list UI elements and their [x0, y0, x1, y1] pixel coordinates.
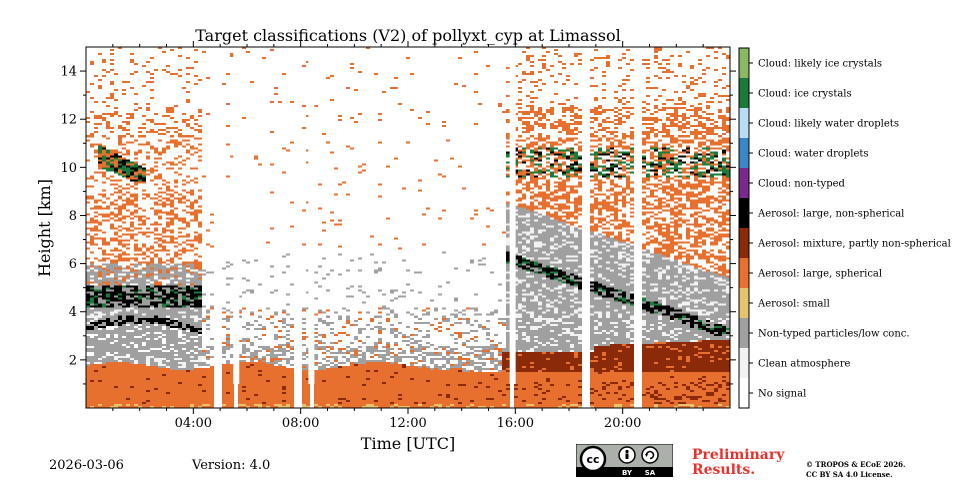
copyright-line-1: © TROPOS & ECoE 2026.: [806, 460, 906, 469]
colorbar-label: Cloud: ice crystals: [758, 89, 852, 100]
colorbar-label: No signal: [758, 389, 806, 400]
colorbar-label: Cloud: likely ice crystals: [758, 59, 882, 70]
colorbar-swatch: [739, 168, 749, 198]
data-gap-stripe: [308, 47, 315, 384]
y-tick-label: 8: [69, 209, 77, 224]
data-gap-stripe: [233, 47, 240, 384]
x-axis-label: Time [UTC]: [361, 434, 455, 453]
colorbar-label: Non-typed particles/low conc.: [758, 329, 910, 340]
preliminary-results-note: Preliminary Results.: [692, 448, 784, 478]
colorbar-swatch: [739, 348, 749, 378]
copyright-line-2: CC BY SA 4.0 License.: [806, 470, 893, 479]
colorbar-label: Aerosol: large, non-spherical: [757, 209, 904, 220]
version-label: Version: 4.0: [192, 458, 271, 473]
colorbar-swatch: [739, 48, 749, 78]
colorbar-label: Clean atmosphere: [758, 359, 851, 370]
y-axis-label: Height [km]: [35, 179, 54, 277]
y-tick-label: 12: [60, 113, 77, 128]
colorbar-label: Aerosol: mixture, partly non-spherical: [757, 239, 951, 250]
copyright-note: © TROPOS & ECoE 2026. CC BY SA 4.0 Licen…: [806, 460, 905, 480]
y-tick-label: 10: [60, 161, 77, 176]
y-tick-label: 2: [69, 353, 77, 368]
colorbar-swatch: [739, 258, 749, 288]
data-gap-stripe: [635, 47, 642, 384]
data-gap-stripe: [294, 47, 301, 384]
data-gap-stripe: [582, 47, 589, 384]
colorbar-frame: [738, 47, 750, 409]
axes: 04:00 08:00 12:00 16:00 20:00 2 4 6 8 10 12 14: [60, 41, 736, 431]
cc-icon: [579, 445, 607, 473]
x-tick-label: 12:00: [389, 416, 426, 431]
y-tick-label: 14: [60, 65, 77, 80]
preliminary-line-1: Preliminary: [692, 447, 785, 463]
data-gap-stripe: [214, 47, 221, 384]
y-tick-label: 4: [69, 305, 77, 320]
colorbar-swatch: [739, 228, 749, 258]
x-tick-label: 08:00: [282, 416, 319, 431]
colorbar-swatch: [739, 78, 749, 108]
colorbar-label: Aerosol: small: [757, 299, 830, 310]
preliminary-line-2: Results.: [692, 462, 756, 478]
classification-raster: [86, 47, 730, 408]
y-tick-label: 6: [69, 257, 77, 272]
plot-area: [86, 47, 730, 408]
chart-title: Target classifications (V2) of pollyxt_c…: [195, 26, 621, 45]
colorbar-label: Cloud: water droplets: [758, 149, 869, 160]
colorbar-swatch: [739, 108, 749, 138]
colorbar-swatch: [739, 138, 749, 168]
by-text: BY: [622, 469, 633, 477]
colorbar-swatch: [739, 198, 749, 228]
share-alike-icon: [641, 446, 659, 464]
cc-license-badge[interactable]: cc BY SA: [576, 444, 673, 477]
date-label: 2026-03-06: [49, 458, 124, 473]
colorbar-swatch: [739, 318, 749, 348]
colorbar-label: Aerosol: large, spherical: [757, 269, 882, 280]
cc-text: cc: [586, 453, 599, 466]
x-tick-label: 16:00: [497, 416, 534, 431]
colorbar-swatch: [739, 288, 749, 318]
colorbar-label: Cloud: non-typed: [758, 179, 846, 190]
colorbar-label: Cloud: likely water droplets: [758, 119, 899, 130]
x-tick-label: 20:00: [604, 416, 641, 431]
sa-text: SA: [645, 469, 656, 477]
x-tick-label: 04:00: [175, 416, 212, 431]
colorbar-swatch: [739, 378, 749, 408]
data-gap-stripe: [509, 47, 516, 384]
colorbar-legend: Cloud: likely ice crystals Cloud: ice cry…: [738, 47, 951, 409]
